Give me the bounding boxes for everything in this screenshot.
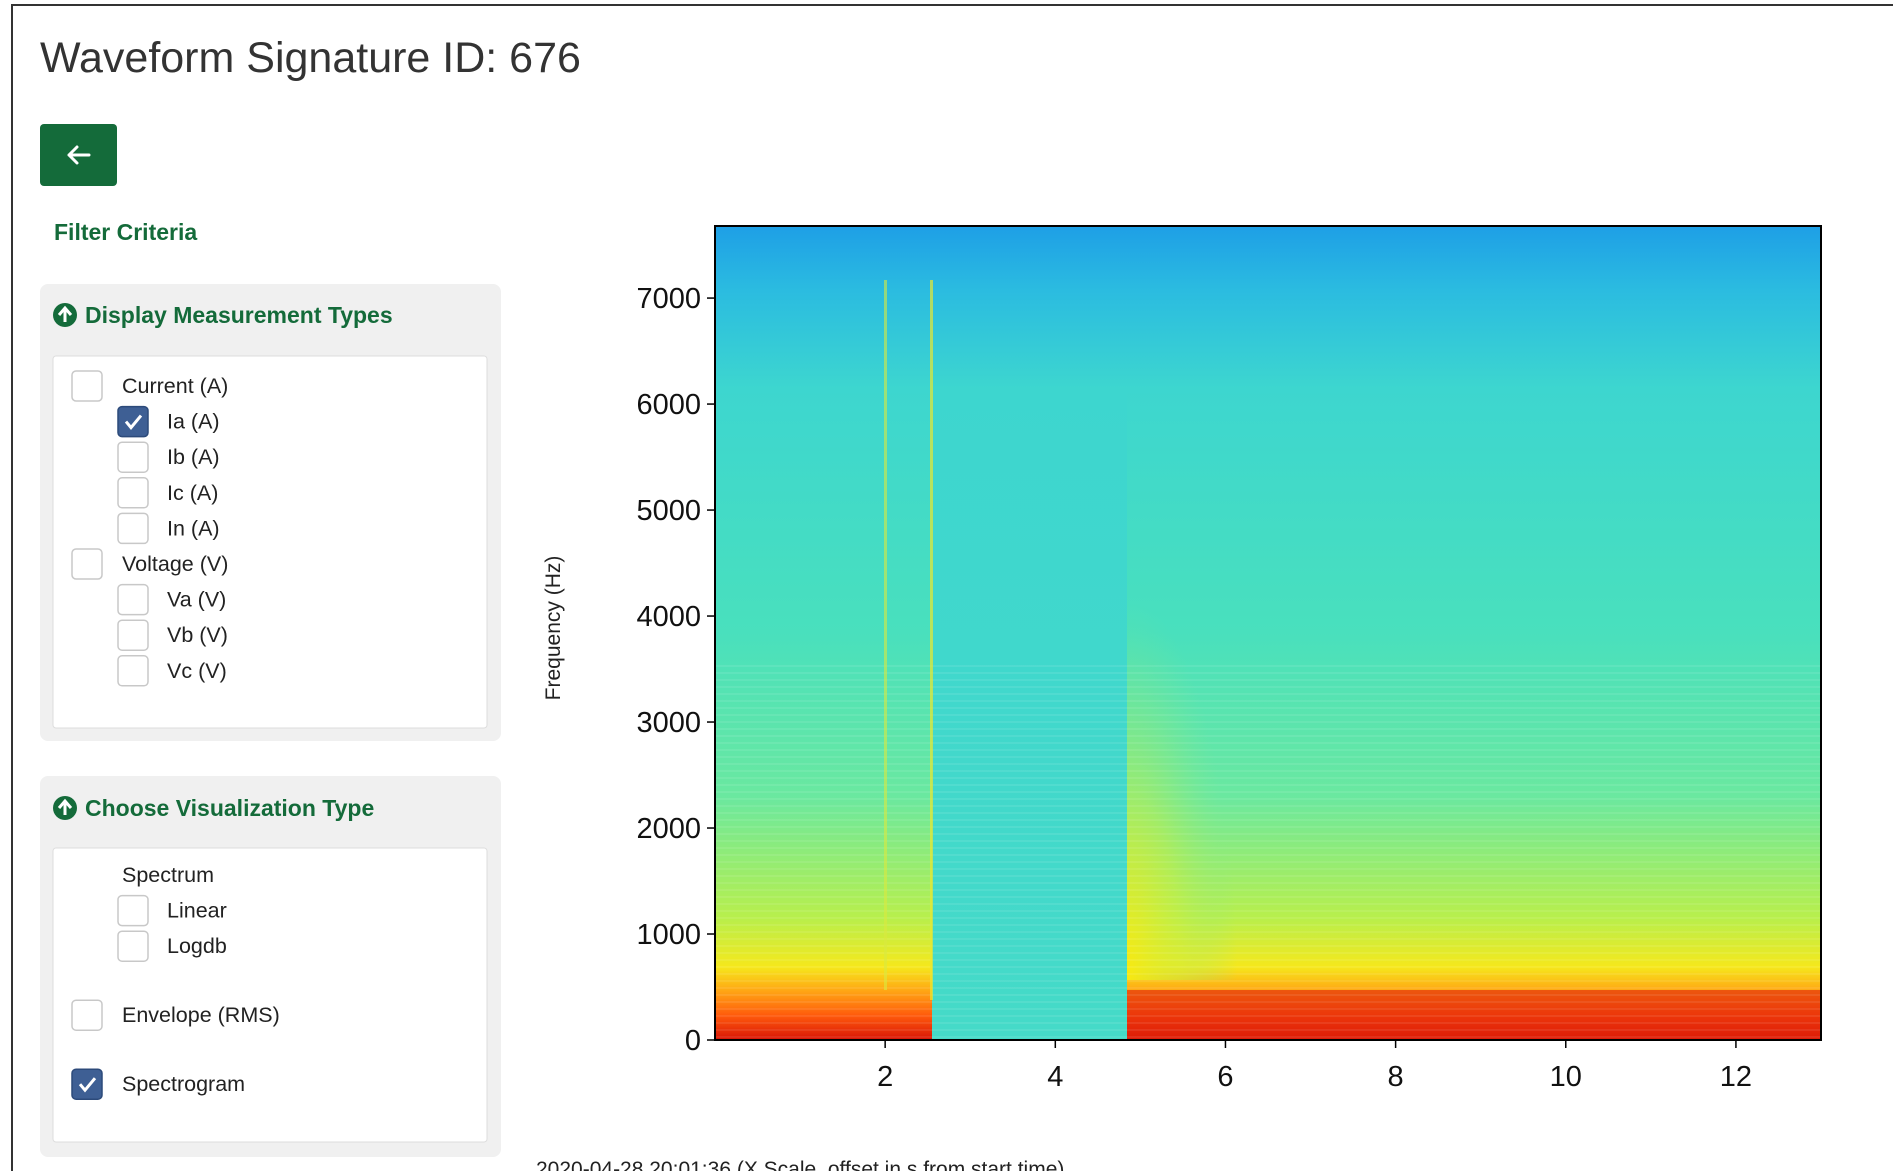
y-tick-label: 1000 — [636, 919, 701, 951]
checkbox-label: Vc (V) — [167, 659, 227, 683]
check-icon — [78, 1077, 97, 1093]
checkbox-box[interactable] — [117, 477, 149, 509]
checkbox-box[interactable] — [117, 619, 149, 651]
panel-title[interactable]: Choose Visualization Type — [85, 795, 374, 821]
checkbox-box[interactable] — [117, 655, 149, 687]
filter-title: Filter Criteria — [54, 219, 197, 245]
checkbox-box[interactable] — [71, 999, 103, 1031]
checkbox[interactable] — [117, 930, 149, 962]
check-icon — [124, 414, 143, 430]
checkbox-box[interactable] — [117, 583, 149, 616]
checkbox-box[interactable] — [117, 441, 149, 473]
checkbox[interactable] — [71, 1068, 103, 1100]
checkbox-box[interactable] — [117, 930, 149, 962]
checkbox-box[interactable] — [71, 370, 103, 402]
checkbox-box[interactable] — [117, 894, 149, 927]
checkbox-label: Envelope (RMS) — [122, 1003, 280, 1027]
panel-title[interactable]: Display Measurement Types — [85, 302, 393, 328]
checkbox-label: Spectrogram — [122, 1072, 245, 1096]
checkbox[interactable] — [71, 548, 103, 580]
x-tick-label: 12 — [1720, 1061, 1752, 1093]
frame — [11, 4, 1893, 1171]
checkbox[interactable] — [117, 583, 149, 616]
checkbox[interactable] — [117, 405, 149, 438]
checkbox-label: Current (A) — [122, 374, 228, 398]
x-tick-label: 4 — [1047, 1061, 1063, 1093]
checkbox[interactable] — [117, 512, 149, 545]
y-tick-label: 6000 — [636, 389, 701, 421]
checkbox[interactable] — [117, 894, 149, 927]
y-tick-label: 2000 — [636, 813, 701, 845]
checkbox-label: Ia (A) — [167, 410, 220, 434]
plot-frame — [714, 225, 1822, 1041]
checkbox-label: Vb (V) — [167, 623, 228, 647]
x-axis-label: 2020-04-28 20:01:36 (X Scale, offset in … — [536, 1158, 1064, 1171]
collapse-arrow — [57, 305, 73, 322]
y-tick-label: 7000 — [636, 283, 701, 315]
checkbox[interactable] — [117, 477, 149, 509]
checkbox-box[interactable] — [117, 512, 149, 545]
x-tick-label: 8 — [1388, 1061, 1404, 1093]
x-tick-label: 2 — [877, 1061, 893, 1093]
checkbox-label: Linear — [167, 899, 227, 923]
checkbox-label: In (A) — [167, 516, 220, 540]
spectrogram-image — [715, 226, 1821, 1040]
checkbox-label: Voltage (V) — [122, 552, 228, 576]
checkbox-label: Va (V) — [167, 588, 226, 612]
checkbox-label: Ic (A) — [167, 481, 218, 505]
checkbox-label: Logdb — [167, 934, 227, 958]
page-title: Waveform Signature ID: 676 — [40, 34, 581, 82]
checkbox-box[interactable] — [71, 548, 103, 580]
y-axis-label: Frequency (Hz) — [542, 556, 565, 701]
checkbox-label: Spectrum — [122, 863, 214, 887]
checkbox-box[interactable] — [117, 405, 149, 438]
checkbox[interactable] — [71, 999, 103, 1031]
checkbox[interactable] — [117, 619, 149, 651]
y-tick-label: 0 — [685, 1025, 701, 1057]
collapse-arrow — [57, 798, 73, 815]
x-tick-label: 6 — [1217, 1061, 1233, 1093]
panel-body — [52, 847, 488, 1143]
checkbox[interactable] — [117, 655, 149, 687]
y-tick-label: 3000 — [636, 707, 701, 739]
checkbox[interactable] — [71, 370, 103, 402]
x-tick-label: 10 — [1550, 1061, 1582, 1093]
checkbox-label: Ib (A) — [167, 445, 220, 469]
checkbox-box[interactable] — [71, 1068, 103, 1100]
back-arrow-icon — [67, 145, 91, 165]
checkbox[interactable] — [117, 441, 149, 473]
panel-body — [52, 355, 488, 729]
y-tick-label: 5000 — [636, 495, 701, 527]
y-tick-label: 4000 — [636, 601, 701, 633]
back-button[interactable] — [40, 124, 117, 186]
